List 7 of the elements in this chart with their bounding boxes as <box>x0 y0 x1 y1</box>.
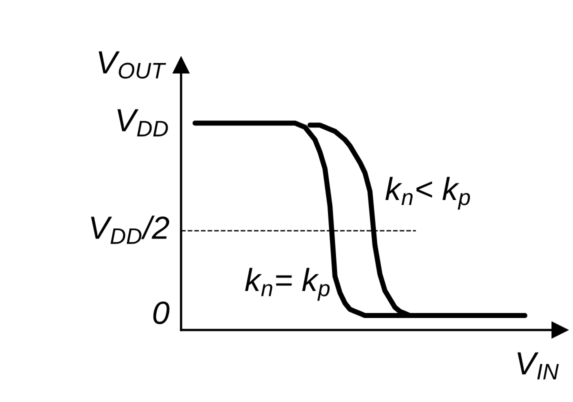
series-label: k$_{n}$< k$_{p}$ <box>385 176 470 210</box>
text: V$_{DD}$ <box>118 109 168 136</box>
text: 0 <box>153 302 170 324</box>
x-axis-title: V$_{IN}$ <box>518 352 559 380</box>
ref-line-label: V$_{DD}$/2 <box>91 216 170 244</box>
y-axis-title: V$_{OUT}$ <box>98 51 166 79</box>
series-label: k$_{n}$= k$_{p}$ <box>245 268 330 301</box>
